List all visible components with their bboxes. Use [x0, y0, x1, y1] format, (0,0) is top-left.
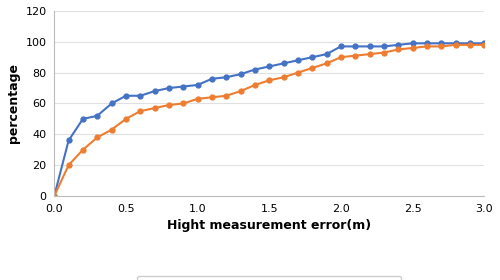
Samsung Note2 [166, 103, 172, 107]
Huawei Mate8 [209, 77, 215, 80]
Huawei Mate8 [280, 62, 286, 65]
Huawei Mate8 [52, 194, 58, 198]
Huawei Mate8 [424, 42, 430, 45]
Samsung Note2 [481, 43, 487, 46]
Huawei Mate8 [295, 59, 301, 62]
Samsung Note2 [94, 136, 100, 139]
Line: Huawei Mate8: Huawei Mate8 [52, 41, 486, 199]
Huawei Mate8 [266, 65, 272, 68]
Line: Samsung Note2: Samsung Note2 [52, 43, 486, 199]
Samsung Note2 [224, 94, 230, 97]
Samsung Note2 [280, 76, 286, 79]
Samsung Note2 [209, 96, 215, 99]
Huawei Mate8 [138, 94, 143, 97]
Samsung Note2 [438, 45, 444, 48]
Huawei Mate8 [438, 42, 444, 45]
Samsung Note2 [295, 71, 301, 74]
Samsung Note2 [424, 45, 430, 48]
Samsung Note2 [80, 148, 86, 151]
Huawei Mate8 [108, 102, 114, 105]
Huawei Mate8 [238, 73, 244, 76]
Huawei Mate8 [180, 85, 186, 88]
Legend: Huawei Mate8, Samsung Note2: Huawei Mate8, Samsung Note2 [137, 276, 402, 280]
Huawei Mate8 [94, 114, 100, 118]
Samsung Note2 [52, 194, 58, 198]
Samsung Note2 [138, 109, 143, 113]
Huawei Mate8 [194, 83, 200, 87]
Huawei Mate8 [366, 45, 372, 48]
Samsung Note2 [410, 46, 416, 50]
Huawei Mate8 [252, 68, 258, 71]
Samsung Note2 [108, 128, 114, 131]
Samsung Note2 [194, 97, 200, 101]
Huawei Mate8 [310, 55, 316, 59]
Samsung Note2 [238, 89, 244, 93]
Samsung Note2 [66, 164, 71, 167]
Huawei Mate8 [80, 117, 86, 121]
Huawei Mate8 [152, 89, 158, 93]
Huawei Mate8 [395, 43, 401, 46]
Huawei Mate8 [381, 45, 387, 48]
Samsung Note2 [266, 79, 272, 82]
X-axis label: Hight measurement error(m): Hight measurement error(m) [167, 219, 372, 232]
Huawei Mate8 [467, 42, 473, 45]
Samsung Note2 [366, 52, 372, 56]
Huawei Mate8 [338, 45, 344, 48]
Huawei Mate8 [410, 42, 416, 45]
Huawei Mate8 [324, 52, 330, 56]
Samsung Note2 [467, 43, 473, 46]
Huawei Mate8 [224, 76, 230, 79]
Samsung Note2 [452, 43, 458, 46]
Huawei Mate8 [481, 42, 487, 45]
Huawei Mate8 [166, 86, 172, 90]
Samsung Note2 [310, 66, 316, 70]
Samsung Note2 [152, 106, 158, 110]
Y-axis label: percentage: percentage [7, 64, 20, 143]
Samsung Note2 [123, 117, 129, 121]
Samsung Note2 [252, 83, 258, 87]
Huawei Mate8 [352, 45, 358, 48]
Samsung Note2 [180, 102, 186, 105]
Samsung Note2 [324, 62, 330, 65]
Huawei Mate8 [452, 42, 458, 45]
Huawei Mate8 [123, 94, 129, 97]
Samsung Note2 [352, 54, 358, 57]
Huawei Mate8 [66, 139, 71, 142]
Samsung Note2 [338, 55, 344, 59]
Samsung Note2 [381, 51, 387, 54]
Samsung Note2 [395, 48, 401, 51]
